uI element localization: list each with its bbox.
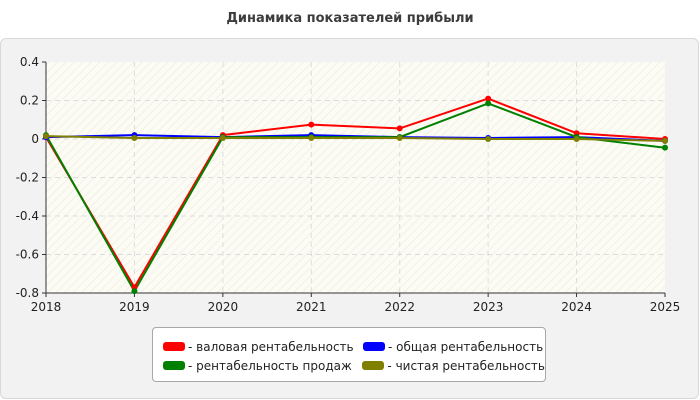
legend: - валовая рентабельность - общая рентабе… bbox=[152, 327, 546, 382]
legend-label-total-margin: - общая рентабельность bbox=[388, 340, 543, 354]
legend-item-sales-margin: - рентабельность продаж bbox=[153, 359, 362, 373]
series-point-3 bbox=[662, 138, 668, 144]
tick-label-y: -0.8 bbox=[16, 286, 39, 300]
tick-label-x: 2024 bbox=[561, 300, 592, 314]
series-point-3 bbox=[308, 135, 314, 141]
legend-swatch-sales-margin bbox=[163, 361, 185, 370]
series-point-3 bbox=[574, 136, 580, 142]
tick-label-x: 2023 bbox=[473, 300, 504, 314]
tick-label-y: -0.4 bbox=[16, 209, 39, 223]
tick-label-y: 0.4 bbox=[20, 55, 39, 69]
series-point-3 bbox=[397, 135, 403, 141]
series-point-2 bbox=[662, 145, 668, 151]
series-point-2 bbox=[485, 100, 491, 106]
tick-label-y: -0.2 bbox=[16, 171, 39, 185]
tick-label-x: 2025 bbox=[650, 300, 681, 314]
series-point-0 bbox=[308, 122, 314, 128]
series-point-3 bbox=[485, 136, 491, 142]
legend-swatch-gross-margin bbox=[163, 342, 185, 351]
series-point-0 bbox=[397, 125, 403, 131]
legend-label-sales-margin: - рентабельность продаж bbox=[188, 359, 352, 373]
legend-item-net-margin: - чистая рентабельность bbox=[362, 359, 545, 373]
tick-label-x: 2021 bbox=[296, 300, 327, 314]
legend-swatch-total-margin bbox=[363, 342, 385, 351]
legend-label-net-margin: - чистая рентабельность bbox=[387, 359, 545, 373]
legend-swatch-net-margin bbox=[362, 361, 384, 370]
series-point-3 bbox=[131, 135, 137, 141]
tick-label-y: 0.2 bbox=[20, 94, 39, 108]
series-point-3 bbox=[220, 135, 226, 141]
tick-label-x: 2022 bbox=[384, 300, 415, 314]
legend-label-gross-margin: - валовая рентабельность bbox=[188, 340, 354, 354]
tick-label-x: 2019 bbox=[119, 300, 150, 314]
series-point-2 bbox=[131, 288, 137, 294]
tick-label-x: 2018 bbox=[31, 300, 62, 314]
legend-item-total-margin: - общая рентабельность bbox=[363, 340, 543, 354]
tick-label-y: -0.6 bbox=[16, 248, 39, 262]
tick-label-y: 0 bbox=[31, 132, 39, 146]
legend-item-gross-margin: - валовая рентабельность bbox=[153, 340, 363, 354]
tick-label-x: 2020 bbox=[208, 300, 239, 314]
series-point-3 bbox=[43, 133, 49, 139]
